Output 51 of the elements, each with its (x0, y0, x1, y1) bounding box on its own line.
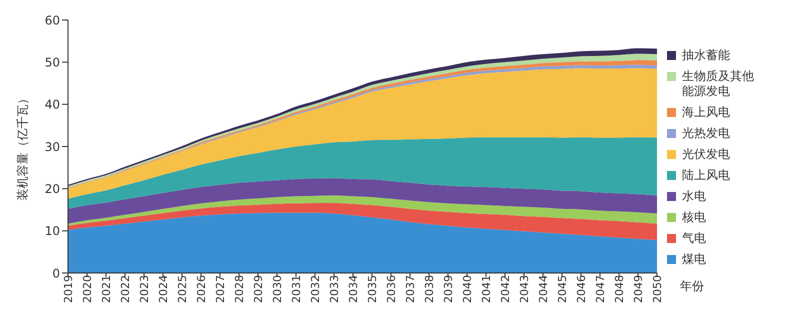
legend-label: 光热发电 (682, 126, 730, 141)
x-tick-label: 2020 (80, 275, 94, 303)
x-tick-label: 2038 (422, 275, 436, 303)
x-tick-label: 2043 (518, 275, 531, 303)
x-tick-label: 2026 (194, 275, 208, 303)
x-tick-label: 2033 (328, 275, 341, 303)
legend-label: 核电 (682, 210, 706, 225)
legend-label: 气电 (682, 231, 706, 246)
x-tick-label: 2041 (480, 275, 493, 303)
legend-label: 水电 (682, 189, 706, 204)
x-tick-label: 2035 (366, 275, 379, 303)
y-tick-label: 10 (44, 224, 60, 238)
x-tick-label: 2023 (138, 275, 151, 303)
legend-label: 煤电 (682, 252, 706, 267)
x-tick-label: 2042 (498, 275, 512, 303)
x-tick-label: 2044 (536, 275, 550, 303)
y-tick-label: 0 (52, 266, 60, 280)
x-tick-label: 2046 (574, 275, 588, 303)
x-tick-label: 2024 (156, 275, 170, 303)
x-tick-label: 2019 (62, 275, 75, 303)
x-tick-label: 2036 (384, 275, 398, 303)
x-tick-label: 2034 (346, 275, 360, 303)
x-tick-label: 2029 (252, 275, 265, 303)
x-axis-title: 年份 (680, 278, 704, 295)
x-tick-label: 2037 (404, 275, 417, 303)
legend-label: 抽水蓄能 (682, 48, 730, 63)
legend-label: 陆上风电 (682, 168, 730, 183)
legend-label: 海上风电 (682, 105, 730, 120)
x-tick-label: 2045 (556, 275, 569, 303)
legend-label: 生物质及其他能源发电 (682, 69, 755, 99)
y-tick-label: 40 (44, 98, 60, 112)
y-tick-label: 50 (44, 55, 60, 70)
x-tick-label: 2032 (308, 275, 322, 303)
y-tick-label: 30 (44, 140, 60, 154)
x-tick-label: 2027 (214, 275, 227, 303)
x-tick-label: 2047 (594, 275, 607, 303)
x-tick-label: 2039 (442, 275, 455, 303)
y-axis-title: 装机容量（亿千瓦） (15, 92, 30, 200)
x-tick-label: 2025 (176, 275, 189, 303)
y-tick-label: 60 (44, 13, 60, 28)
legend-label: 光伏发电 (682, 147, 730, 162)
x-tick-label: 2050 (650, 275, 664, 303)
x-tick-label: 2030 (270, 275, 284, 303)
x-tick-label: 2031 (290, 275, 303, 303)
x-tick-label: 2049 (632, 275, 645, 303)
x-tick-label: 2021 (100, 275, 113, 303)
x-tick-label: 2040 (460, 275, 474, 303)
x-tick-label: 2028 (232, 275, 246, 303)
x-tick-label: 2048 (612, 275, 626, 303)
y-tick-label: 20 (44, 182, 60, 196)
x-tick-label: 2022 (118, 275, 132, 303)
